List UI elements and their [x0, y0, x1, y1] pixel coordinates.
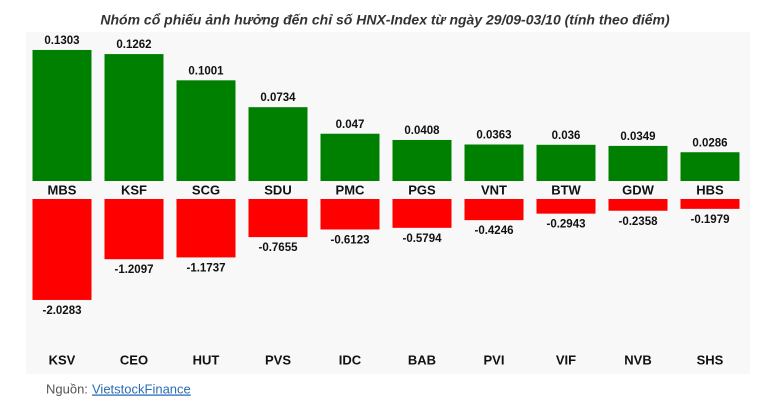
value-label: -0.4246	[474, 225, 513, 237]
bar	[32, 199, 92, 300]
value-label: 0.0363	[476, 130, 511, 142]
category-label: HBS	[696, 182, 724, 197]
bar	[248, 107, 308, 181]
bar	[320, 133, 380, 181]
category-label: BAB	[408, 352, 436, 367]
category-label: KSF	[121, 182, 147, 197]
category-label: SHS	[697, 352, 724, 367]
value-label: 0.0408	[404, 125, 440, 137]
bar	[176, 199, 236, 258]
category-label: CEO	[120, 352, 148, 367]
source-label: Nguồn:	[46, 381, 88, 396]
category-label: VNT	[481, 182, 507, 197]
category-label: IDC	[339, 352, 362, 367]
chart-title: Nhóm cổ phiếu ảnh hưởng đến chỉ số HNX-I…	[100, 12, 670, 28]
value-label: 0.036	[552, 130, 581, 142]
bar	[536, 144, 596, 181]
value-label: 0.0286	[692, 137, 727, 149]
value-label: 0.1303	[44, 35, 79, 47]
bar	[176, 80, 236, 181]
value-label: 0.0734	[260, 92, 296, 104]
source-link[interactable]: VietstockFinance	[92, 381, 191, 396]
category-label: KSV	[49, 352, 76, 367]
value-label: -0.7655	[258, 242, 298, 254]
bar	[608, 145, 668, 181]
value-label: 0.0349	[620, 131, 655, 143]
value-label: -2.0283	[42, 305, 81, 317]
category-label: PVI	[484, 352, 505, 367]
category-label: HUT	[193, 352, 220, 367]
bar	[464, 199, 524, 221]
value-label: 0.1262	[116, 39, 151, 51]
category-label: PGS	[408, 182, 436, 197]
bar	[248, 199, 308, 238]
value-label: 0.1001	[188, 65, 224, 77]
category-label: VIF	[556, 352, 576, 367]
category-label: PVS	[265, 352, 291, 367]
category-label: MBS	[48, 182, 77, 197]
category-label: GDW	[622, 182, 655, 197]
bar	[536, 199, 596, 214]
bar	[680, 199, 740, 209]
bar	[680, 152, 740, 181]
value-label: -0.1979	[690, 214, 729, 226]
category-label: SDU	[264, 182, 291, 197]
value-label: -1.2097	[114, 264, 153, 276]
bar	[32, 49, 92, 181]
value-label: -0.2943	[546, 219, 585, 231]
category-label: PMC	[336, 182, 366, 197]
value-label: -0.6123	[330, 235, 369, 247]
bar	[392, 139, 452, 181]
bar	[608, 199, 668, 211]
category-label: SCG	[192, 182, 220, 197]
value-label: 0.047	[336, 119, 365, 131]
bar	[104, 199, 164, 260]
value-label: -1.1737	[186, 262, 225, 274]
category-label: NVB	[624, 352, 651, 367]
bar	[104, 54, 164, 181]
bar	[320, 199, 380, 230]
category-label: BTW	[551, 182, 581, 197]
value-label: -0.2358	[618, 216, 658, 228]
bar	[464, 144, 524, 181]
bar	[392, 199, 452, 228]
value-label: -0.5794	[402, 233, 442, 245]
